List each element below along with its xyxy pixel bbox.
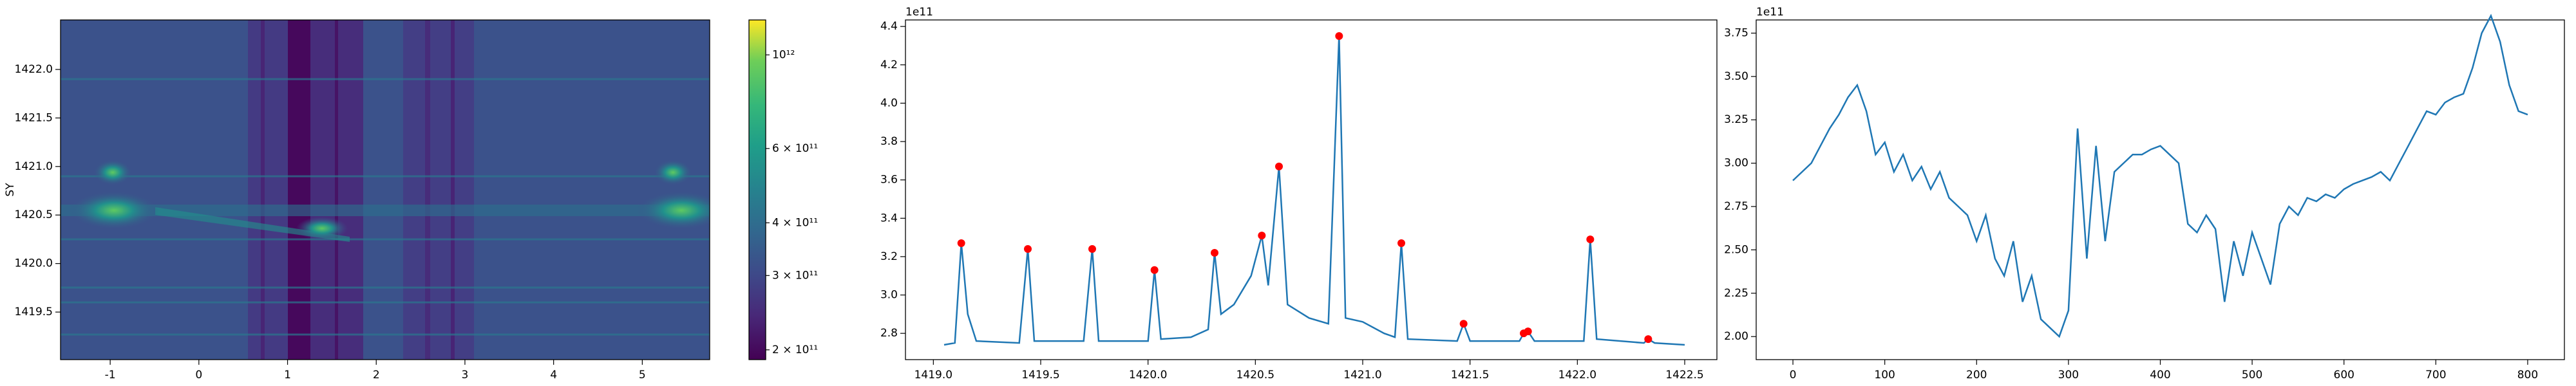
peak-marker xyxy=(1088,244,1096,253)
y-tick-label: 2.75 xyxy=(1724,200,1748,213)
y-axis-label: SY xyxy=(4,183,17,197)
y-tick-label: 1422.0 xyxy=(15,63,53,76)
y-tick-label: 2.25 xyxy=(1724,287,1748,300)
peak-marker xyxy=(1459,320,1468,328)
x-tick-label: 300 xyxy=(2058,369,2079,381)
x-tick-label: 200 xyxy=(1966,369,1987,381)
colorbar-tick-label: 10¹² xyxy=(772,48,795,61)
data-line xyxy=(1792,14,2528,338)
x-tick-label: 0 xyxy=(1790,369,1797,381)
y-tick-label: 1419.5 xyxy=(15,306,53,318)
y-tick-label: 4.2 xyxy=(880,59,898,71)
x-tick-label: 0 xyxy=(195,369,202,381)
axes-frame xyxy=(1756,19,2565,360)
peak-marker xyxy=(957,239,965,248)
colorbar-tick-label: 3 × 10¹¹ xyxy=(772,269,818,282)
x-tick-label: 1419.5 xyxy=(1021,369,1059,381)
axes-frame xyxy=(60,19,710,360)
x-tick-label: 500 xyxy=(2242,369,2262,381)
peak-marker xyxy=(1211,248,1218,257)
x-tick-label: 5 xyxy=(639,369,646,381)
y-tick-label: 3.2 xyxy=(880,250,898,263)
peak-marker xyxy=(1335,32,1343,41)
x-tick-label: 1 xyxy=(284,369,291,381)
x-tick-label: 2 xyxy=(373,369,380,381)
x-tick-label: 800 xyxy=(2517,369,2538,381)
x-tick-label: 100 xyxy=(1874,369,1895,381)
y-tick-label: 1421.0 xyxy=(15,160,53,173)
colorbar-tick-label: 6 × 10¹¹ xyxy=(772,142,818,155)
peak-marker xyxy=(1524,327,1532,336)
x-tick-label: 3 xyxy=(462,369,469,381)
peak-marker xyxy=(1258,232,1266,240)
y-tick-label: 1421.5 xyxy=(15,111,53,124)
colorbar xyxy=(749,20,766,360)
x-tick-label: 1422.0 xyxy=(1558,369,1596,381)
peak-marker xyxy=(1586,235,1595,244)
y-tick-label: 2.50 xyxy=(1724,243,1748,256)
peak-marker xyxy=(1150,266,1159,274)
y-tick-label: 3.75 xyxy=(1724,26,1748,39)
x-tick-label: 600 xyxy=(2334,369,2354,381)
peak-marker xyxy=(1644,335,1653,344)
x-tick-label: 1420.0 xyxy=(1129,369,1167,381)
y-tick-label: 3.8 xyxy=(880,135,898,148)
y-tick-label: 3.0 xyxy=(880,289,898,302)
y-tick-label: 3.00 xyxy=(1724,157,1748,170)
offset-text: 1e11 xyxy=(1756,6,1784,19)
x-tick-label: 400 xyxy=(2150,369,2170,381)
x-tick-label: 1422.5 xyxy=(1665,369,1703,381)
y-tick-label: 2.00 xyxy=(1724,330,1748,343)
peak-marker xyxy=(1275,162,1283,170)
axes-frame xyxy=(905,19,1718,360)
y-tick-label: 4.0 xyxy=(880,96,898,109)
y-tick-label: 3.4 xyxy=(880,212,898,225)
peak-marker xyxy=(1024,244,1032,253)
y-tick-label: 3.50 xyxy=(1724,70,1748,83)
heatmap-image xyxy=(61,20,710,360)
data-line xyxy=(943,35,1685,346)
y-tick-label: 3.6 xyxy=(880,174,898,187)
x-tick-label: 700 xyxy=(2425,369,2446,381)
y-tick-label: 1420.0 xyxy=(15,257,53,270)
x-tick-label: 1420.5 xyxy=(1236,369,1274,381)
offset-text: 1e11 xyxy=(905,6,933,19)
x-tick-label: 4 xyxy=(550,369,557,381)
x-tick-label: 1419.0 xyxy=(914,369,952,381)
peak-marker xyxy=(1397,239,1405,248)
x-tick-label: -1 xyxy=(105,369,116,381)
colorbar-tick-label: 2 × 10¹¹ xyxy=(772,344,818,356)
y-tick-label: 1420.5 xyxy=(15,208,53,221)
y-tick-label: 4.4 xyxy=(880,20,898,33)
x-tick-label: 1421.5 xyxy=(1451,369,1489,381)
y-tick-label: 2.8 xyxy=(880,327,898,340)
y-tick-label: 3.25 xyxy=(1724,113,1748,126)
colorbar-frame xyxy=(748,19,766,360)
colorbar-tick-label: 4 × 10¹¹ xyxy=(772,216,818,229)
x-tick-label: 1421.0 xyxy=(1343,369,1381,381)
